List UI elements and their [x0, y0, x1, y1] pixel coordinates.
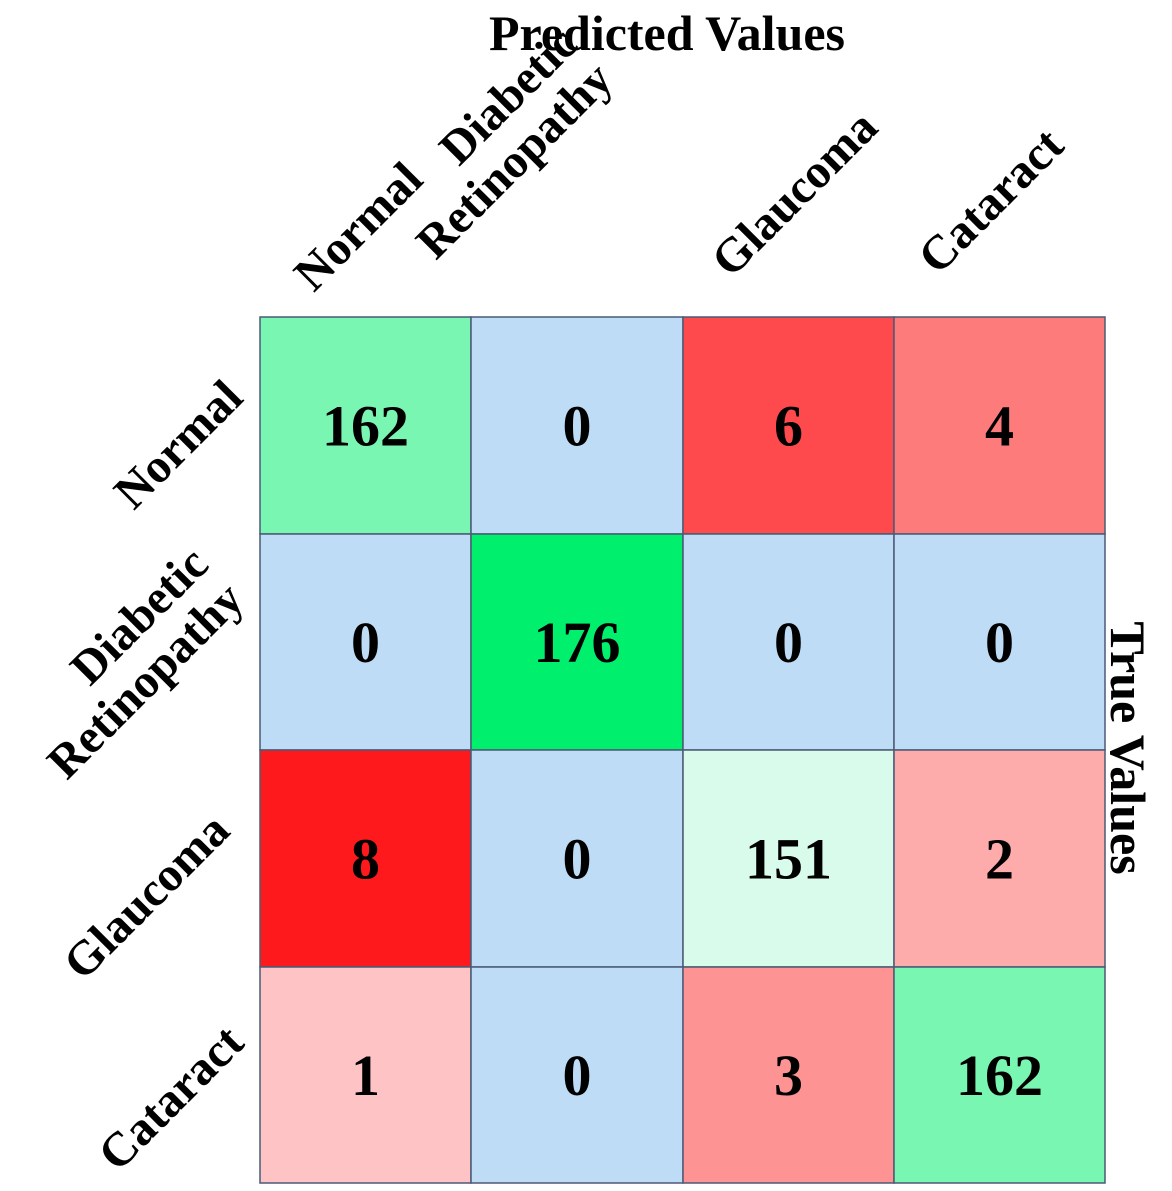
cell-value: 3: [774, 1043, 803, 1108]
cell-value: 0: [985, 610, 1014, 675]
matrix-cell: [893, 749, 1106, 968]
y-tick-label: Normal: [104, 370, 253, 519]
x-axis-title: Predicted Values: [489, 5, 845, 61]
matrix-cell: [470, 966, 684, 1184]
cell-value: 4: [985, 394, 1014, 459]
cell-value: 162: [322, 394, 409, 459]
matrix-cell: [893, 966, 1106, 1184]
cell-value: 0: [563, 1043, 592, 1108]
cell-value: 0: [774, 610, 803, 675]
matrix-cell: [893, 316, 1106, 535]
matrix-cell: [893, 533, 1106, 751]
matrix-cell: [682, 316, 895, 535]
x-tick-label: Cataract: [908, 118, 1074, 284]
matrix-cell: [259, 749, 472, 968]
cell-value: 0: [563, 827, 592, 892]
cell-value: 0: [351, 610, 380, 675]
matrix-cell: [470, 316, 684, 535]
cell-value: 6: [774, 394, 803, 459]
y-tick-label: Glaucoma: [53, 803, 239, 989]
x-tick-label: Glaucoma: [701, 100, 887, 286]
cell-value: 162: [956, 1043, 1043, 1108]
cell-value: 2: [985, 827, 1014, 892]
cell-value: 8: [351, 827, 380, 892]
cell-value: 176: [534, 610, 621, 675]
matrix-cell: [470, 749, 684, 968]
matrix-cell: [259, 966, 472, 1184]
cell-value: 0: [563, 394, 592, 459]
y-axis-title: True Values: [1100, 621, 1156, 874]
matrix-cell: [259, 316, 472, 535]
cell-value: 151: [745, 827, 832, 892]
matrix-cells: 162 0 6 4 0 176 0 0 8 0 151 2 1 0 3 162: [259, 316, 1106, 1184]
matrix-cell: [682, 966, 895, 1184]
matrix-cell: [682, 533, 895, 751]
y-tick-label: DiabeticRetinopathy: [2, 537, 254, 789]
y-tick-label: Cataract: [88, 1015, 254, 1181]
cell-value: 1: [351, 1043, 380, 1108]
